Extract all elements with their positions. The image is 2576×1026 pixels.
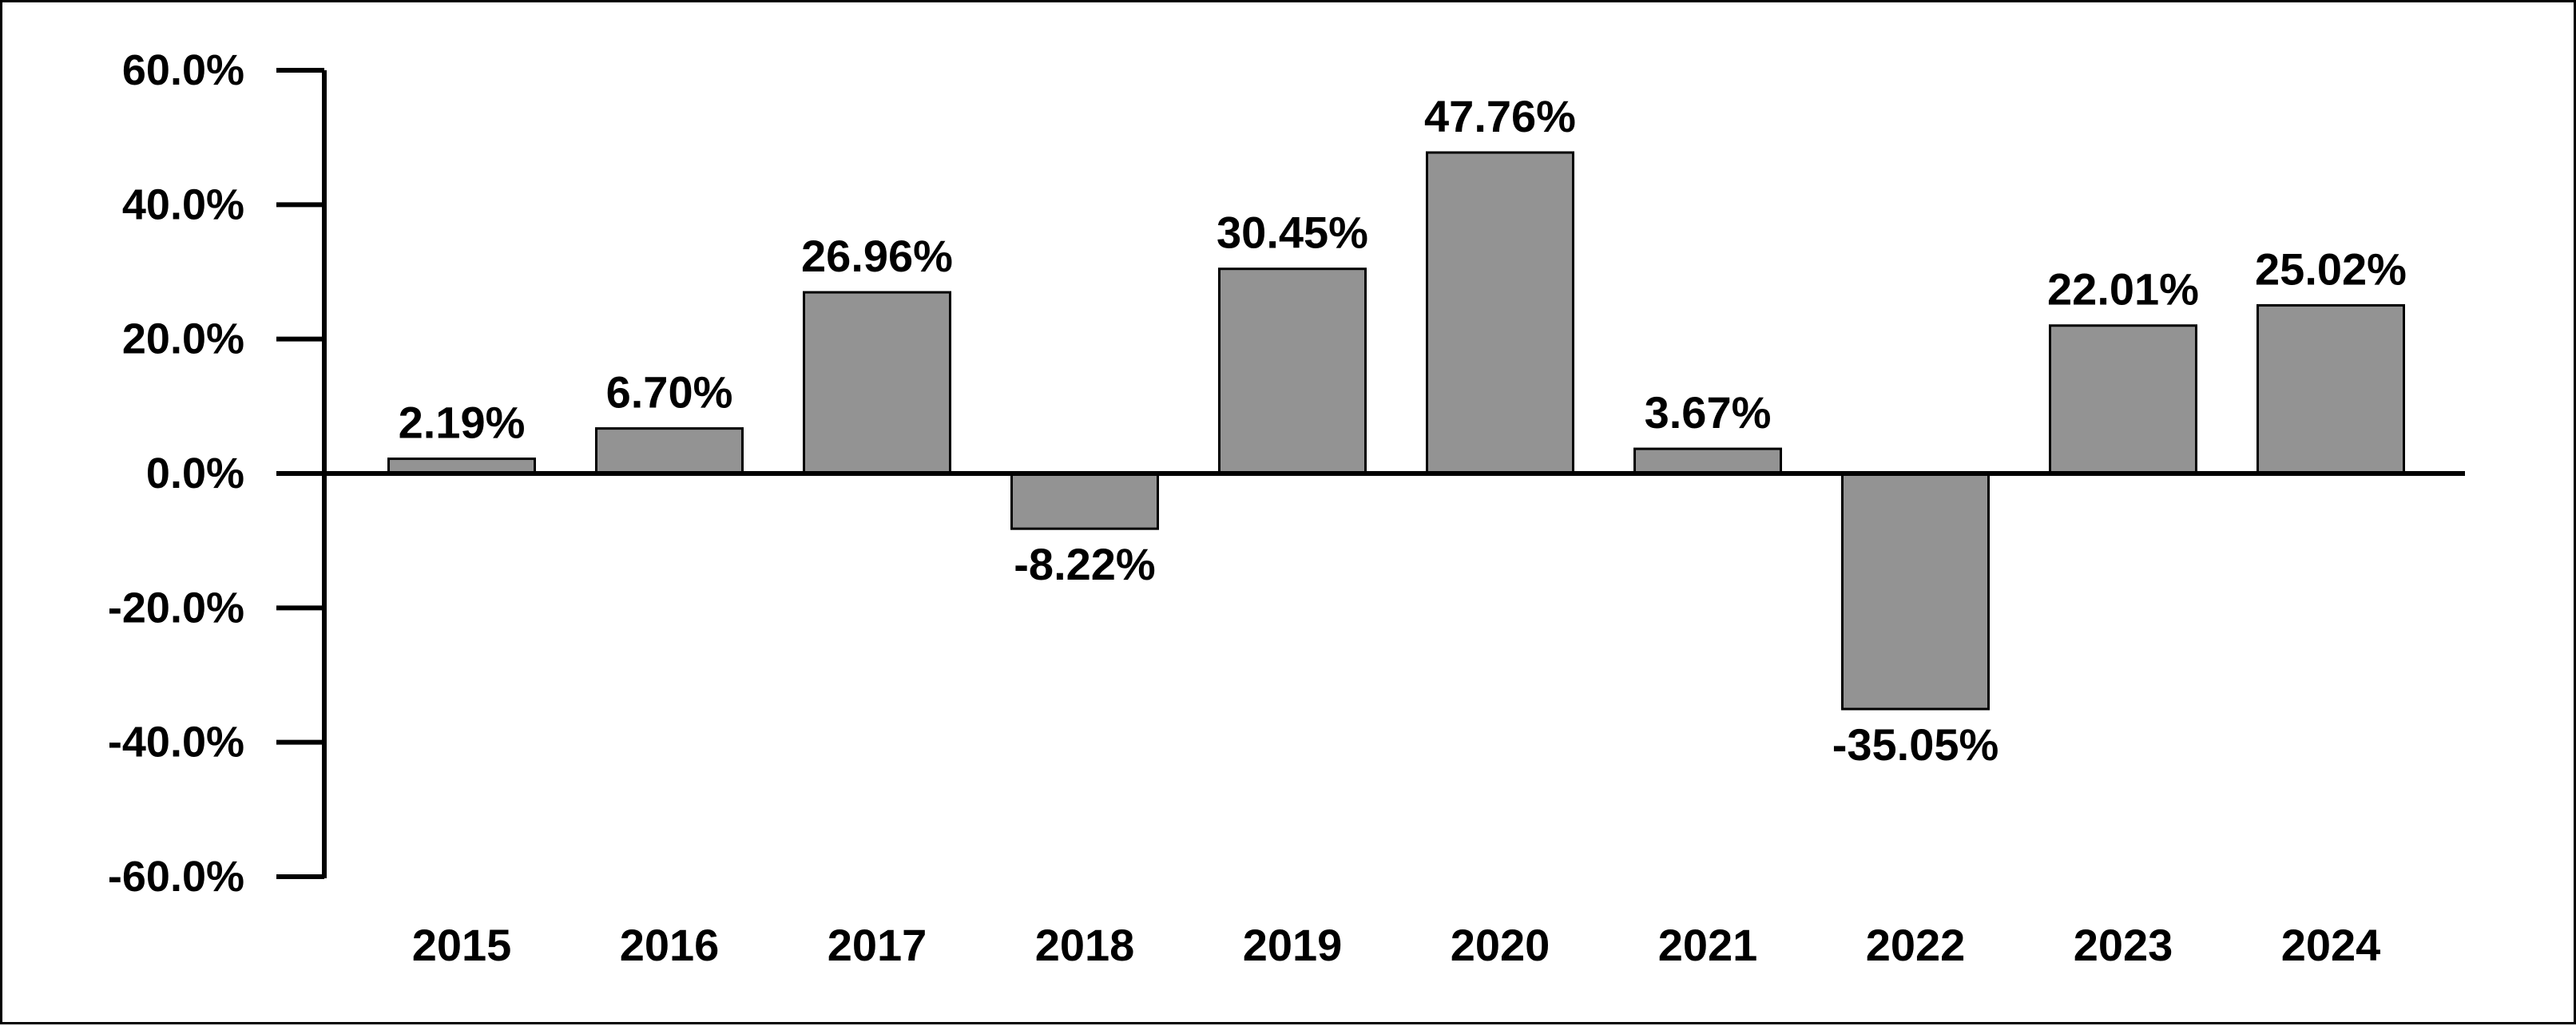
x-tick-label: 2022: [1866, 920, 1966, 970]
y-tick-label: 0.0%: [146, 450, 244, 497]
x-tick-label: 2020: [1451, 920, 1550, 970]
x-tick-label: 2024: [2281, 920, 2381, 970]
x-tick-label: 2015: [412, 920, 512, 970]
bar-2020: [1426, 151, 1574, 475]
x-tick-label: 2017: [828, 920, 927, 970]
data-label: 6.70%: [606, 367, 733, 418]
data-label: 3.67%: [1645, 387, 1772, 438]
x-tick-label: 2021: [1658, 920, 1758, 970]
bar-2022: [1841, 472, 1990, 711]
data-label: 25.02%: [2255, 244, 2407, 294]
y-axis: 60.0% 40.0% 20.0% 0.0% -20.0% -40.0% -60.0%: [108, 46, 327, 901]
data-label: 30.45%: [1217, 208, 1368, 258]
bar-2019: [1218, 267, 1367, 475]
data-label: 47.76%: [1424, 91, 1576, 141]
data-label: -35.05%: [1832, 719, 1999, 770]
bars-group: [387, 151, 2405, 711]
bar-2016: [595, 427, 744, 475]
x-tick-label: 2016: [620, 920, 720, 970]
y-tick-label: 40.0%: [122, 180, 244, 228]
data-label: -8.22%: [1014, 539, 1155, 589]
data-label: 26.96%: [801, 231, 953, 281]
x-tick-label: 2019: [1243, 920, 1343, 970]
data-labels-group: 2.19% 6.70% 26.96% -8.22% 30.45% 47.76% 3.67% -…: [399, 91, 2407, 770]
bar-2017: [803, 291, 951, 475]
y-tick-label: 20.0%: [122, 315, 244, 363]
y-tick-label: 60.0%: [122, 46, 244, 94]
y-tick-label: -40.0%: [108, 719, 244, 767]
bar-2018: [1010, 472, 1159, 530]
bar-2023: [2049, 324, 2197, 475]
x-tick-label: 2018: [1035, 920, 1135, 970]
y-tick-label: -60.0%: [108, 853, 244, 901]
y-tick-label: -20.0%: [108, 584, 244, 632]
bar-2021: [1633, 447, 1782, 475]
data-label: 2.19%: [399, 398, 526, 448]
x-axis: 2015 2016 2017 2018 2019 2020 2021 2022 2023 2024: [324, 471, 2465, 970]
bar-2024: [2256, 303, 2405, 475]
data-label: 22.01%: [2047, 264, 2199, 315]
x-tick-label: 2023: [2074, 920, 2173, 970]
